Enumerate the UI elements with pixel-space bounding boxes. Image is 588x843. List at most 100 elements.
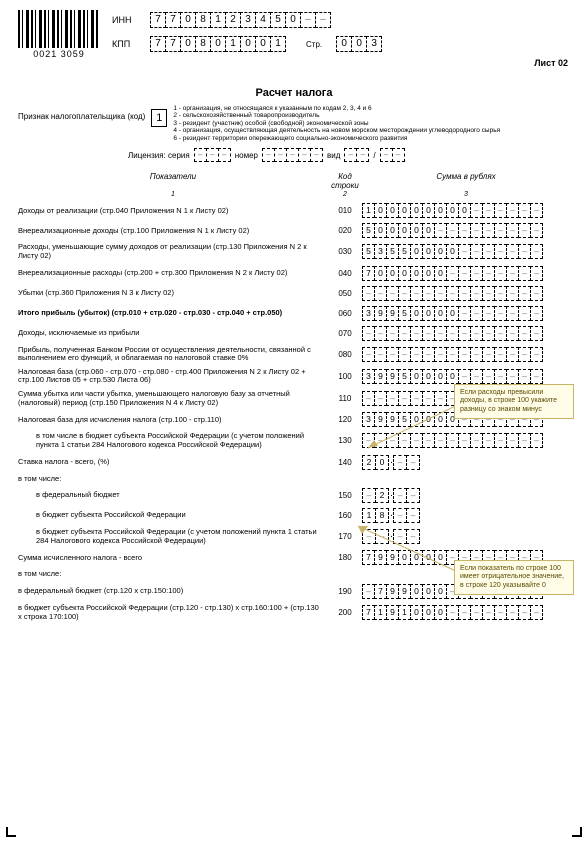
row-label: Прибыль, полученная Банком России от осу…: [18, 346, 328, 363]
rows-pct: Ставка налога - всего, (%)14020. в том чи…: [18, 455, 570, 546]
cell: 0: [240, 36, 256, 52]
corner-mark-br: [572, 827, 582, 837]
license-series-label: Лицензия: серия: [128, 151, 190, 160]
row-cells: 53550000: [362, 244, 543, 259]
cell: 0: [351, 36, 367, 52]
row-code: 110: [328, 394, 362, 403]
row-code: 060: [328, 309, 362, 318]
cell: [530, 605, 543, 620]
tax-form-page: 0021 3059 ИНН 7708123450 КПП 770801001 С…: [0, 0, 588, 843]
row-label: Налоговая база (стр.060 - стр.070 - стр.…: [18, 368, 328, 385]
row-code: 160: [328, 511, 362, 520]
taxpayer-sign-value: 1: [151, 109, 167, 127]
table-row: в бюджет субъекта Российской Федерации (…: [18, 528, 570, 545]
cell: 7: [150, 36, 166, 52]
table-row: Расходы, уменьшающие сумму доходов от ре…: [18, 243, 570, 260]
cell: 2: [362, 455, 376, 470]
cell: 2: [225, 12, 241, 28]
table-row: Убытки (стр.360 Приложения N 3 к Листу 0…: [18, 286, 570, 301]
col-header-3: Сумма в рублях: [362, 172, 570, 190]
cell: [530, 266, 543, 281]
cell: [530, 203, 543, 218]
row-code: 120: [328, 415, 362, 424]
cell: 7: [165, 36, 181, 52]
row-label: Доходы от реализации (стр.040 Приложения…: [18, 207, 328, 216]
row-code: 020: [328, 226, 362, 235]
row-cells: 39950000: [362, 306, 543, 321]
table-row: в том числе:: [18, 475, 570, 484]
row-label: в том числе в бюджет субъекта Российской…: [18, 432, 328, 449]
table-row: в бюджет субъекта Российской Федерации16…: [18, 508, 570, 523]
cell: 8: [195, 36, 211, 52]
cell: 3: [240, 12, 256, 28]
arrow-2: [350, 520, 460, 580]
inn-row: ИНН 7708123450: [112, 12, 382, 28]
cell: 4: [255, 12, 271, 28]
row-label: в бюджет субъекта Российской Федерации (…: [18, 604, 328, 621]
row-code: 140: [328, 458, 362, 467]
table-row: Внереализационные расходы (стр.200 + стр…: [18, 266, 570, 281]
cell: 0: [255, 36, 271, 52]
row-label: Внереализационные расходы (стр.200 + стр…: [18, 269, 328, 278]
table-row: Доходы, исключаемые из прибыли070: [18, 326, 570, 341]
table-row: в том числе в бюджет субъекта Российской…: [18, 432, 570, 449]
taxpayer-sign-row: Признак налогоплательщика (код) 1 1 - ор…: [18, 105, 570, 142]
cell: [530, 369, 543, 384]
cell: [530, 433, 543, 448]
row-code: 050: [328, 289, 362, 298]
cell: [406, 455, 420, 470]
row-label: Налоговая база для исчисления налога (ст…: [18, 416, 328, 425]
cell: [300, 12, 316, 28]
row-label: Сумма исчисленного налога - всего: [18, 554, 328, 563]
license-number-cells: [262, 148, 323, 162]
cell: [393, 455, 407, 470]
cell: 2: [375, 488, 389, 503]
cell: [530, 286, 543, 301]
row-label: Ставка налога - всего, (%): [18, 458, 328, 467]
inn-cells: 7708123450: [150, 12, 331, 28]
taxpayer-sign-notes: 1 - организация, не относящаяся к указан…: [173, 105, 500, 142]
table-row: Прибыль, полученная Банком России от осу…: [18, 346, 570, 363]
table-row: Внереализационные доходы (стр.100 Прилож…: [18, 223, 570, 238]
row-label: в том числе:: [18, 570, 328, 579]
license-kind2-cells: [380, 148, 405, 162]
cell: 3: [366, 36, 382, 52]
cell: [530, 326, 543, 341]
row-code: 070: [328, 329, 362, 338]
row-label: в том числе:: [18, 475, 328, 484]
taxpayer-sign-label: Признак налогоплательщика (код): [18, 112, 145, 121]
table-row: Ставка налога - всего, (%)14020.: [18, 455, 570, 470]
row-cells: [362, 347, 543, 362]
table-row: Налоговая база (стр.060 - стр.070 - стр.…: [18, 368, 570, 385]
license-kind-cells: [344, 148, 369, 162]
row-cells: 100000000: [362, 203, 543, 218]
header: 0021 3059 ИНН 7708123450 КПП 770801001 С…: [18, 10, 570, 59]
license-number-label: номер: [235, 151, 258, 160]
cell: 0: [180, 36, 196, 52]
cell: [530, 347, 543, 362]
cell: [530, 223, 543, 238]
row-code: 100: [328, 372, 362, 381]
row-cells: 20.: [362, 455, 420, 470]
license-row: Лицензия: серия номер вид /: [128, 148, 570, 162]
row-code: 010: [328, 206, 362, 215]
cell: 0: [285, 12, 301, 28]
cell: 7: [165, 12, 181, 28]
cell: 1: [225, 36, 241, 52]
kpp-cells: 770801001: [150, 36, 286, 52]
barcode: 0021 3059: [18, 10, 100, 59]
row-cells: 7000000: [362, 266, 543, 281]
table-row: в бюджет субъекта Российской Федерации (…: [18, 604, 570, 621]
row-cells: [362, 286, 543, 301]
row-code: 200: [328, 608, 362, 617]
cell: [530, 244, 543, 259]
cell: 1: [270, 36, 286, 52]
row-code: 190: [328, 587, 362, 596]
row-code: 040: [328, 269, 362, 278]
barcode-number: 0021 3059: [33, 49, 85, 59]
note-box-2: Если показатель по строке 100 имеет отри…: [454, 560, 574, 595]
page-label: Стр.: [306, 40, 322, 49]
cell: 0: [210, 36, 226, 52]
cell: 5: [270, 12, 286, 28]
cell: [393, 488, 407, 503]
